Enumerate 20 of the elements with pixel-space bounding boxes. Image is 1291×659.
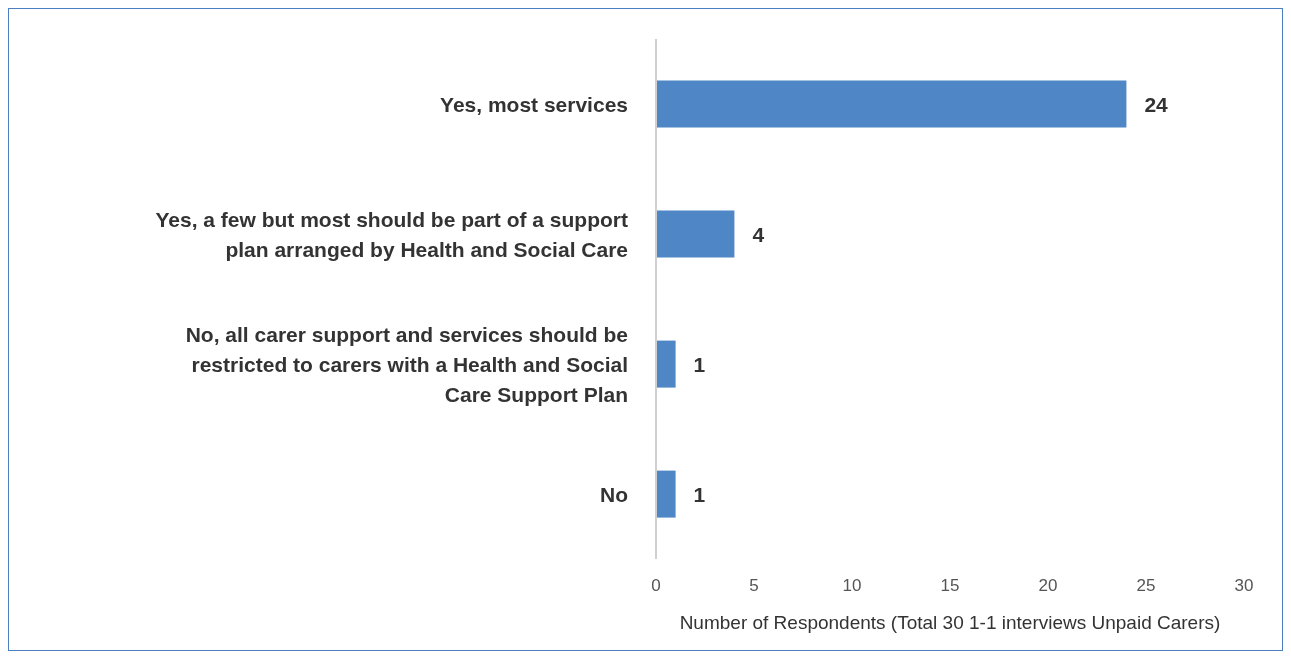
data-label: 1 bbox=[693, 352, 706, 376]
y-tick-label: No, all carer support and services should be restricted to carers with a Health and Social Care Support Plan bbox=[185, 322, 628, 406]
y-tick-label: No bbox=[600, 482, 628, 506]
bar bbox=[656, 80, 1127, 128]
data-label: 24 bbox=[1144, 92, 1169, 116]
x-tick-label: 5 bbox=[749, 576, 759, 596]
bar bbox=[656, 210, 735, 258]
x-tick-label: 15 bbox=[940, 576, 960, 596]
x-tick-label: 30 bbox=[1234, 576, 1254, 596]
bar bbox=[656, 470, 676, 518]
x-tick-label: 25 bbox=[1136, 576, 1156, 596]
x-tick-label: 20 bbox=[1038, 576, 1058, 596]
data-label: 1 bbox=[693, 482, 706, 506]
x-tick-label: 10 bbox=[842, 576, 862, 596]
x-tick-label: 0 bbox=[651, 576, 661, 596]
y-tick-label: Yes, a few but most should be part of a support plan arranged by Health and Social Care bbox=[155, 207, 628, 261]
y-tick-label: Yes, most services bbox=[440, 92, 628, 116]
x-axis-title: Number of Respondents (Total 30 1-1 interviews Unpaid Carers) bbox=[679, 612, 1221, 633]
data-label: 4 bbox=[752, 222, 765, 246]
bar bbox=[656, 340, 676, 388]
